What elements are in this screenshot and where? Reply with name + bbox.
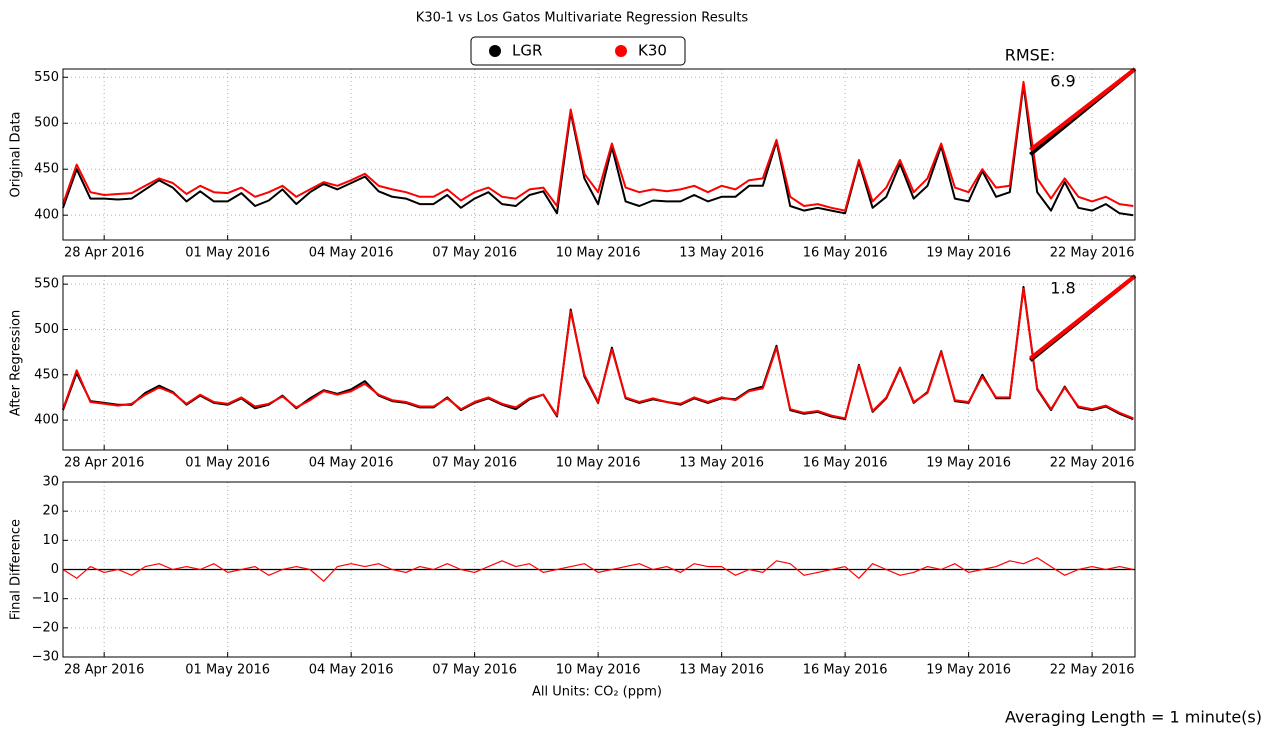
x-tick-label: 19 May 2016 xyxy=(926,456,1011,471)
y-axis-label: Final Difference xyxy=(9,519,24,620)
x-tick-label: 10 May 2016 xyxy=(556,663,641,678)
y-axis-label: After Regression xyxy=(9,310,24,416)
y-tick-label: 450 xyxy=(34,367,59,382)
legend-marker xyxy=(615,45,627,57)
rmse-title: RMSE: xyxy=(1005,46,1056,65)
chart-title: K30-1 vs Los Gatos Multivariate Regressi… xyxy=(416,11,749,26)
x-tick-label: 16 May 2016 xyxy=(803,456,888,471)
x-tick-label: 22 May 2016 xyxy=(1050,663,1135,678)
y-tick-label: −10 xyxy=(32,591,59,606)
legend-label: LGR xyxy=(512,42,542,60)
y-tick-label: 550 xyxy=(34,277,59,292)
y-tick-label: 450 xyxy=(34,162,59,177)
x-tick-label: 16 May 2016 xyxy=(803,663,888,678)
x-tick-label: 04 May 2016 xyxy=(309,456,394,471)
x-tick-label: 07 May 2016 xyxy=(432,456,517,471)
y-tick-label: −30 xyxy=(32,650,59,665)
x-tick-label: 28 Apr 2016 xyxy=(64,246,144,261)
x-tick-label: 04 May 2016 xyxy=(309,663,394,678)
inset-line xyxy=(1029,274,1137,361)
y-tick-label: 550 xyxy=(34,70,59,85)
footer-note: Averaging Length = 1 minute(s) xyxy=(1005,708,1262,727)
legend-label: K30 xyxy=(638,42,667,60)
x-tick-label: 13 May 2016 xyxy=(679,663,764,678)
x-tick-label: 10 May 2016 xyxy=(556,246,641,261)
x-tick-label: 16 May 2016 xyxy=(803,246,888,261)
x-tick-label: 13 May 2016 xyxy=(679,246,764,261)
plot-frame xyxy=(62,481,1136,658)
x-tick-label: 01 May 2016 xyxy=(185,663,270,678)
x-tick-label: 07 May 2016 xyxy=(432,663,517,678)
x-tick-label: 19 May 2016 xyxy=(926,246,1011,261)
series-line xyxy=(62,557,1134,582)
x-axis-label: All Units: CO₂ (ppm) xyxy=(532,685,662,700)
y-axis-label: Original Data xyxy=(9,111,24,197)
y-tick-label: 10 xyxy=(42,533,59,548)
rmse-value: 1.8 xyxy=(1050,279,1075,298)
series-line xyxy=(62,287,1134,420)
x-tick-label: 01 May 2016 xyxy=(185,246,270,261)
x-tick-label: 07 May 2016 xyxy=(432,246,517,261)
y-tick-label: −20 xyxy=(32,620,59,635)
y-tick-label: 0 xyxy=(51,562,59,577)
x-tick-label: 28 Apr 2016 xyxy=(64,456,144,471)
x-tick-label: 10 May 2016 xyxy=(556,456,641,471)
y-tick-label: 400 xyxy=(34,208,59,223)
x-tick-label: 04 May 2016 xyxy=(309,246,394,261)
rmse-value: 6.9 xyxy=(1050,72,1075,91)
x-tick-label: 19 May 2016 xyxy=(926,663,1011,678)
plot-frame xyxy=(62,275,1136,451)
x-tick-label: 13 May 2016 xyxy=(679,456,764,471)
x-tick-label: 28 Apr 2016 xyxy=(64,663,144,678)
y-tick-label: 500 xyxy=(34,116,59,131)
y-tick-label: 20 xyxy=(42,504,59,519)
series-line xyxy=(62,83,1134,217)
legend-marker xyxy=(489,45,501,57)
legend-box xyxy=(470,36,686,66)
plot-frame xyxy=(62,68,1136,241)
x-tick-label: 01 May 2016 xyxy=(185,456,270,471)
y-tick-label: 400 xyxy=(34,413,59,428)
x-tick-label: 22 May 2016 xyxy=(1050,246,1135,261)
inset-line xyxy=(1029,67,1137,152)
y-tick-label: 30 xyxy=(42,475,59,490)
series-line xyxy=(62,80,1134,212)
x-tick-label: 22 May 2016 xyxy=(1050,456,1135,471)
y-tick-label: 500 xyxy=(34,322,59,337)
